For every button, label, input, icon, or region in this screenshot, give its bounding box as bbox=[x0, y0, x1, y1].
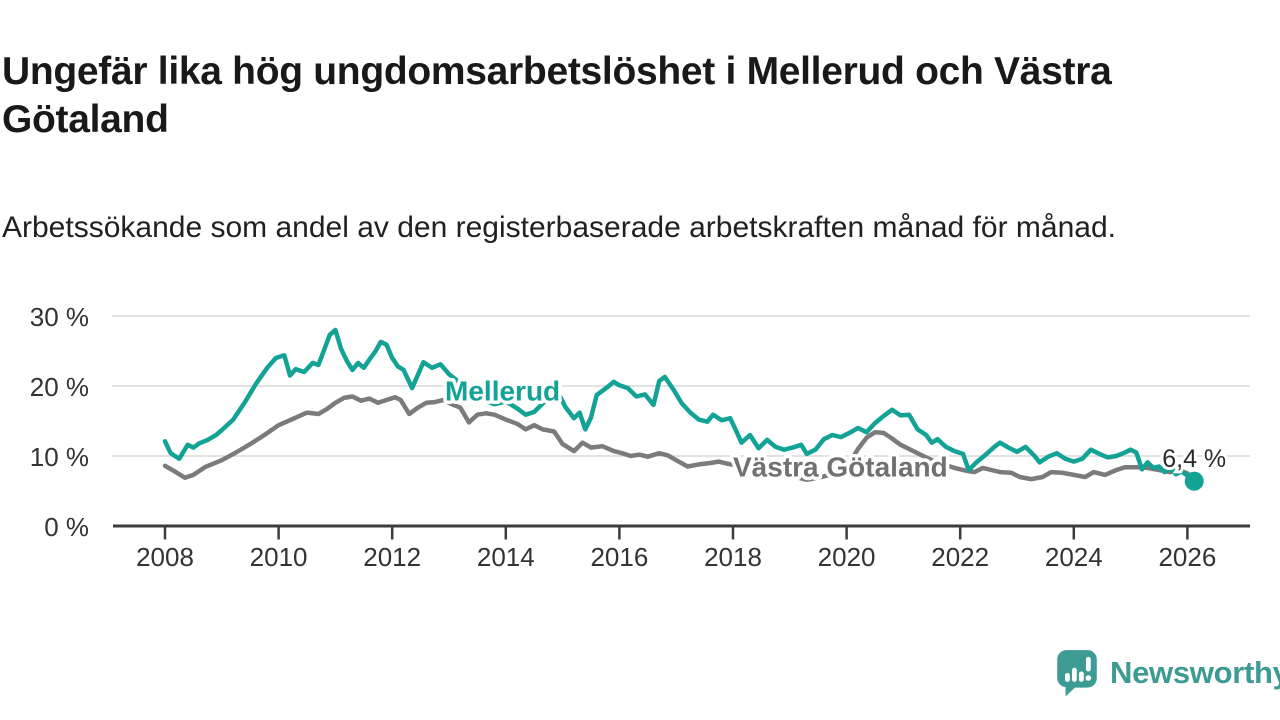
gridlines bbox=[112, 315, 1250, 457]
chart-title: Ungefär lika hög ungdomsarbetslöshet i M… bbox=[2, 50, 1112, 142]
y-tick-label: 10 % bbox=[30, 442, 89, 472]
x-tick-label: 2026 bbox=[1158, 542, 1216, 572]
x-axis bbox=[113, 524, 1250, 540]
x-tick-label: 2012 bbox=[363, 542, 421, 572]
mellerud-line bbox=[162, 327, 1197, 484]
x-axis-labels: 2008 2010 2012 2014 2016 2018 2020 2022 2024 2026 bbox=[136, 542, 1216, 572]
chart-subtitle: Arbetssökande som andel av den registerb… bbox=[2, 211, 1116, 244]
x-tick-label: 2020 bbox=[818, 542, 876, 572]
x-tick-label: 2008 bbox=[136, 542, 194, 572]
newsworthy-wordmark: Newsworthy bbox=[1110, 655, 1280, 690]
series-label: Mellerud bbox=[445, 376, 560, 407]
v-stra-g-taland-line bbox=[162, 394, 1190, 483]
newsworthy-logo: Newsworthy bbox=[1054, 648, 1280, 698]
series-lines bbox=[162, 327, 1204, 491]
newsworthy-icon bbox=[1057, 650, 1097, 697]
latest-value-label: 6,4 % bbox=[1162, 445, 1226, 473]
x-tick-label: 2010 bbox=[250, 542, 308, 572]
series-labels: Mellerud Västra Götaland bbox=[442, 372, 952, 486]
latest-value-annotation: 6,4 % bbox=[1159, 442, 1229, 476]
x-tick-label: 2016 bbox=[590, 542, 648, 572]
y-tick-label: 20 % bbox=[30, 372, 89, 402]
y-axis-labels: 0 % 10 % 20 % 30 % bbox=[30, 302, 89, 542]
x-tick-label: 2022 bbox=[931, 542, 989, 572]
y-tick-label: 30 % bbox=[30, 302, 89, 332]
y-tick-label: 0 % bbox=[44, 512, 89, 542]
x-tick-label: 2024 bbox=[1045, 542, 1103, 572]
series-label: Västra Götaland bbox=[733, 451, 948, 482]
x-tick-label: 2018 bbox=[704, 542, 762, 572]
latest-value-dot bbox=[1184, 471, 1204, 491]
x-tick-label: 2014 bbox=[477, 542, 535, 572]
